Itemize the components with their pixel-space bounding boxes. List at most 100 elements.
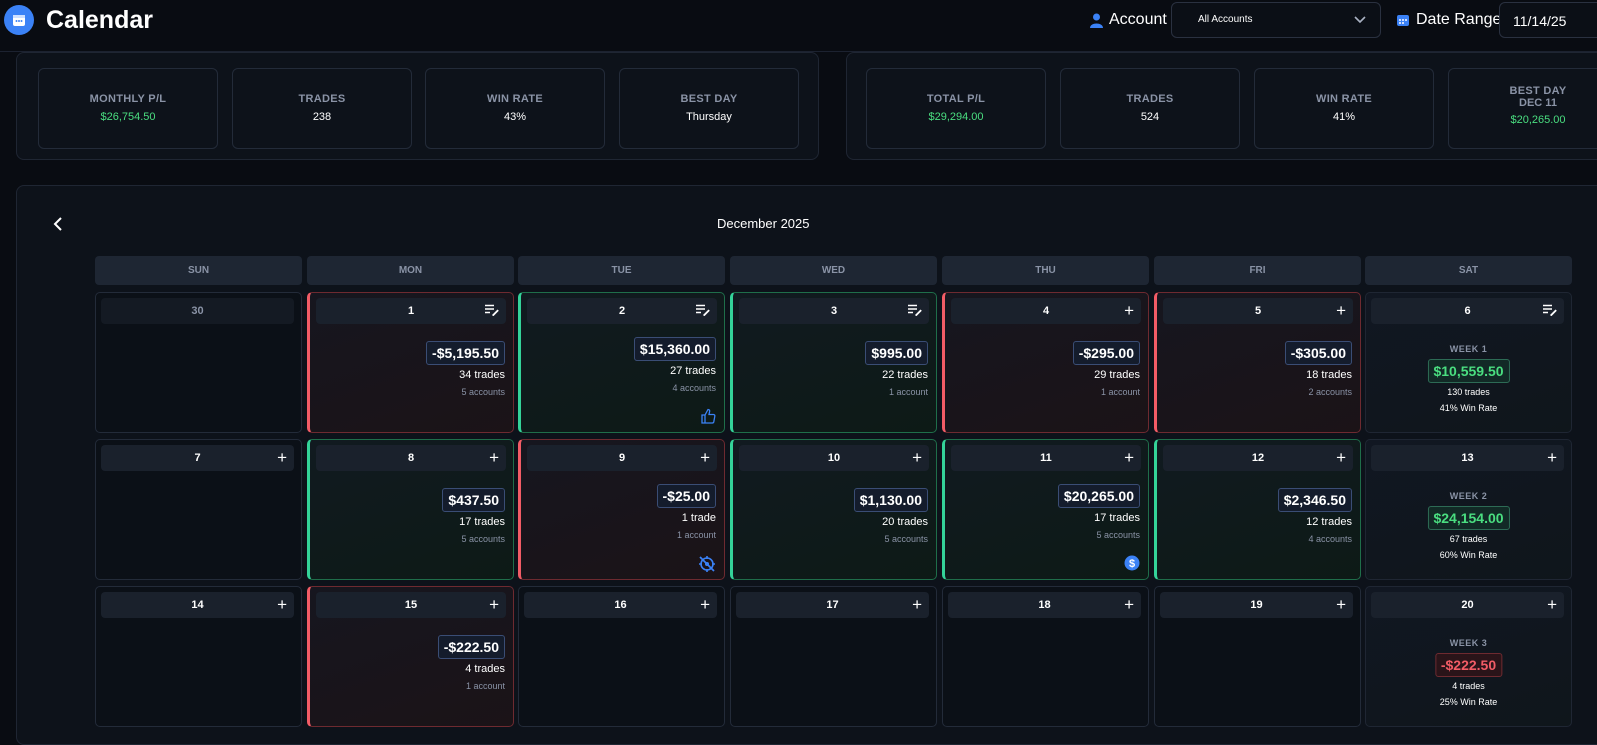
monthly-stats-panel: MONTHLY P/L $26,754.50 TRADES 238 WIN RA… <box>16 52 819 160</box>
day-number: 13 + <box>1371 445 1564 471</box>
day-pnl: -$222.50 <box>437 635 505 659</box>
add-icon[interactable]: + <box>1547 448 1557 467</box>
range-stats-panel: TOTAL P/L $29,294.00 TRADES 524 WIN RATE… <box>846 52 1597 160</box>
weekday-header-tue: TUE <box>518 256 725 285</box>
day-accounts: 4 accounts <box>672 383 716 393</box>
add-icon[interactable]: + <box>1336 595 1346 614</box>
day-cell-12[interactable]: 12 + $2,346.50 12 trades 4 accounts <box>1154 439 1361 580</box>
add-icon[interactable]: + <box>912 448 922 467</box>
day-cell-11[interactable]: 11 + $20,265.00 17 trades 5 accounts $ <box>942 439 1149 580</box>
calendar-app-icon <box>4 5 34 35</box>
week-pnl: $24,154.00 <box>1427 506 1510 530</box>
day-pnl: -$295.00 <box>1072 341 1140 365</box>
day-number: 20 + <box>1371 592 1564 618</box>
weekday-header-sun: SUN <box>95 256 302 285</box>
week-win-rate: 60% Win Rate <box>1439 550 1498 560</box>
edit-note-icon[interactable] <box>485 302 499 316</box>
weekday-header-wed: WED <box>730 256 937 285</box>
add-icon[interactable]: + <box>489 595 499 614</box>
add-icon[interactable]: + <box>700 448 710 467</box>
monthly-pl-value: $26,754.50 <box>100 111 156 123</box>
add-icon[interactable]: + <box>1124 448 1134 467</box>
edit-note-icon[interactable] <box>696 302 710 316</box>
day-cell-14[interactable]: 14 + <box>95 586 302 727</box>
chevron-down-icon <box>1354 16 1366 24</box>
week-label: WEEK 2 <box>1449 491 1488 501</box>
day-cell-17[interactable]: 17 + <box>730 586 937 727</box>
day-accounts: 1 account <box>1100 387 1140 397</box>
day-number: 12 + <box>1163 445 1353 471</box>
weekday-header-thu: THU <box>942 256 1149 285</box>
day-number: 9 + <box>527 445 717 471</box>
day-trades: 22 trades <box>882 369 928 381</box>
add-icon[interactable]: + <box>912 595 922 614</box>
day-number: 5 + <box>1163 298 1353 324</box>
day-number: 3 <box>739 298 929 324</box>
add-icon[interactable]: + <box>1336 301 1346 320</box>
add-icon[interactable]: + <box>1336 448 1346 467</box>
day-cell-1[interactable]: 1 -$5,195.50 34 trades 5 accounts <box>307 292 514 433</box>
day-cell-18[interactable]: 18 + <box>942 586 1149 727</box>
weekday-header-mon: MON <box>307 256 514 285</box>
range-trades-card: TRADES 524 <box>1060 68 1240 149</box>
range-win-rate-card: WIN RATE 41% <box>1254 68 1434 149</box>
day-cell-9[interactable]: 9 + -$25.00 1 trade 1 account <box>518 439 725 580</box>
day-trades: 29 trades <box>1094 369 1140 381</box>
chevron-left-icon[interactable] <box>53 216 63 232</box>
add-icon[interactable]: + <box>1124 595 1134 614</box>
day-cell-8[interactable]: 8 + $437.50 17 trades 5 accounts <box>307 439 514 580</box>
week-summary-cell[interactable]: 13 + WEEK 2 $24,154.00 67 trades 60% Win Rate <box>1365 439 1572 580</box>
day-cell-7[interactable]: 7 + <box>95 439 302 580</box>
edit-note-icon[interactable] <box>1543 302 1557 316</box>
monthly-trades-card: TRADES 238 <box>232 68 412 149</box>
day-trades: 12 trades <box>1306 516 1352 528</box>
range-best-day-value: $20,265.00 <box>1510 114 1566 126</box>
day-cell-4[interactable]: 4 + -$295.00 29 trades 1 account <box>942 292 1149 433</box>
account-select[interactable]: All Accounts <box>1171 2 1381 38</box>
monthly-win-rate-value: 43% <box>503 111 527 123</box>
day-pnl: $2,346.50 <box>1277 488 1352 512</box>
add-icon[interactable]: + <box>489 448 499 467</box>
week-pnl: $10,559.50 <box>1427 359 1510 383</box>
add-icon[interactable]: + <box>1547 595 1557 614</box>
day-pnl: -$5,195.50 <box>426 341 505 365</box>
edit-note-icon[interactable] <box>908 302 922 316</box>
date-range-input[interactable]: 11/14/25 <box>1499 2 1597 38</box>
day-pnl: $20,265.00 <box>1057 484 1140 508</box>
day-cell-19[interactable]: 19 + <box>1154 586 1361 727</box>
day-number: 2 <box>527 298 717 324</box>
add-icon[interactable]: + <box>277 448 287 467</box>
weekday-header-sat: SAT <box>1365 256 1572 285</box>
week-summary-cell[interactable]: 6 WEEK 1 $10,559.50 130 trades 41% Win Rate <box>1365 292 1572 433</box>
range-win-rate-value: 41% <box>1332 111 1356 123</box>
day-trades: 20 trades <box>882 516 928 528</box>
day-number: 1 <box>316 298 506 324</box>
day-cell-5[interactable]: 5 + -$305.00 18 trades 2 accounts <box>1154 292 1361 433</box>
day-cell-15[interactable]: 15 + -$222.50 4 trades 1 account <box>307 586 514 727</box>
page-title: Calendar <box>46 6 153 34</box>
day-cell-16[interactable]: 16 + <box>518 586 725 727</box>
day-pnl: -$305.00 <box>1284 341 1352 365</box>
day-trades: 17 trades <box>1094 512 1140 524</box>
day-number: 17 + <box>736 592 929 618</box>
day-number: 18 + <box>948 592 1141 618</box>
svg-text:$: $ <box>1129 558 1135 570</box>
add-icon[interactable]: + <box>700 595 710 614</box>
account-label: Account <box>1090 11 1167 29</box>
day-cell-30[interactable]: 30 <box>95 292 302 433</box>
day-cell-2[interactable]: 2 $15,360.00 27 trades 4 accounts <box>518 292 725 433</box>
add-icon[interactable]: + <box>1124 301 1134 320</box>
add-icon[interactable]: + <box>277 595 287 614</box>
day-cell-10[interactable]: 10 + $1,130.00 20 trades 5 accounts <box>730 439 937 580</box>
top-bar: Calendar Account All Accounts Date Range… <box>0 0 1597 52</box>
week-win-rate: 25% Win Rate <box>1439 697 1498 707</box>
day-trades: 34 trades <box>459 369 505 381</box>
week-summary-cell[interactable]: 20 + WEEK 3 -$222.50 4 trades 25% Win Rate <box>1365 586 1572 727</box>
day-number: 6 <box>1371 298 1564 324</box>
week-label: WEEK 1 <box>1449 344 1488 354</box>
target-off-icon <box>698 555 716 578</box>
thumbs-up-icon <box>700 408 716 429</box>
day-number: 7 + <box>101 445 294 471</box>
day-pnl: $15,360.00 <box>633 337 716 361</box>
day-cell-3[interactable]: 3 $995.00 22 trades 1 account <box>730 292 937 433</box>
